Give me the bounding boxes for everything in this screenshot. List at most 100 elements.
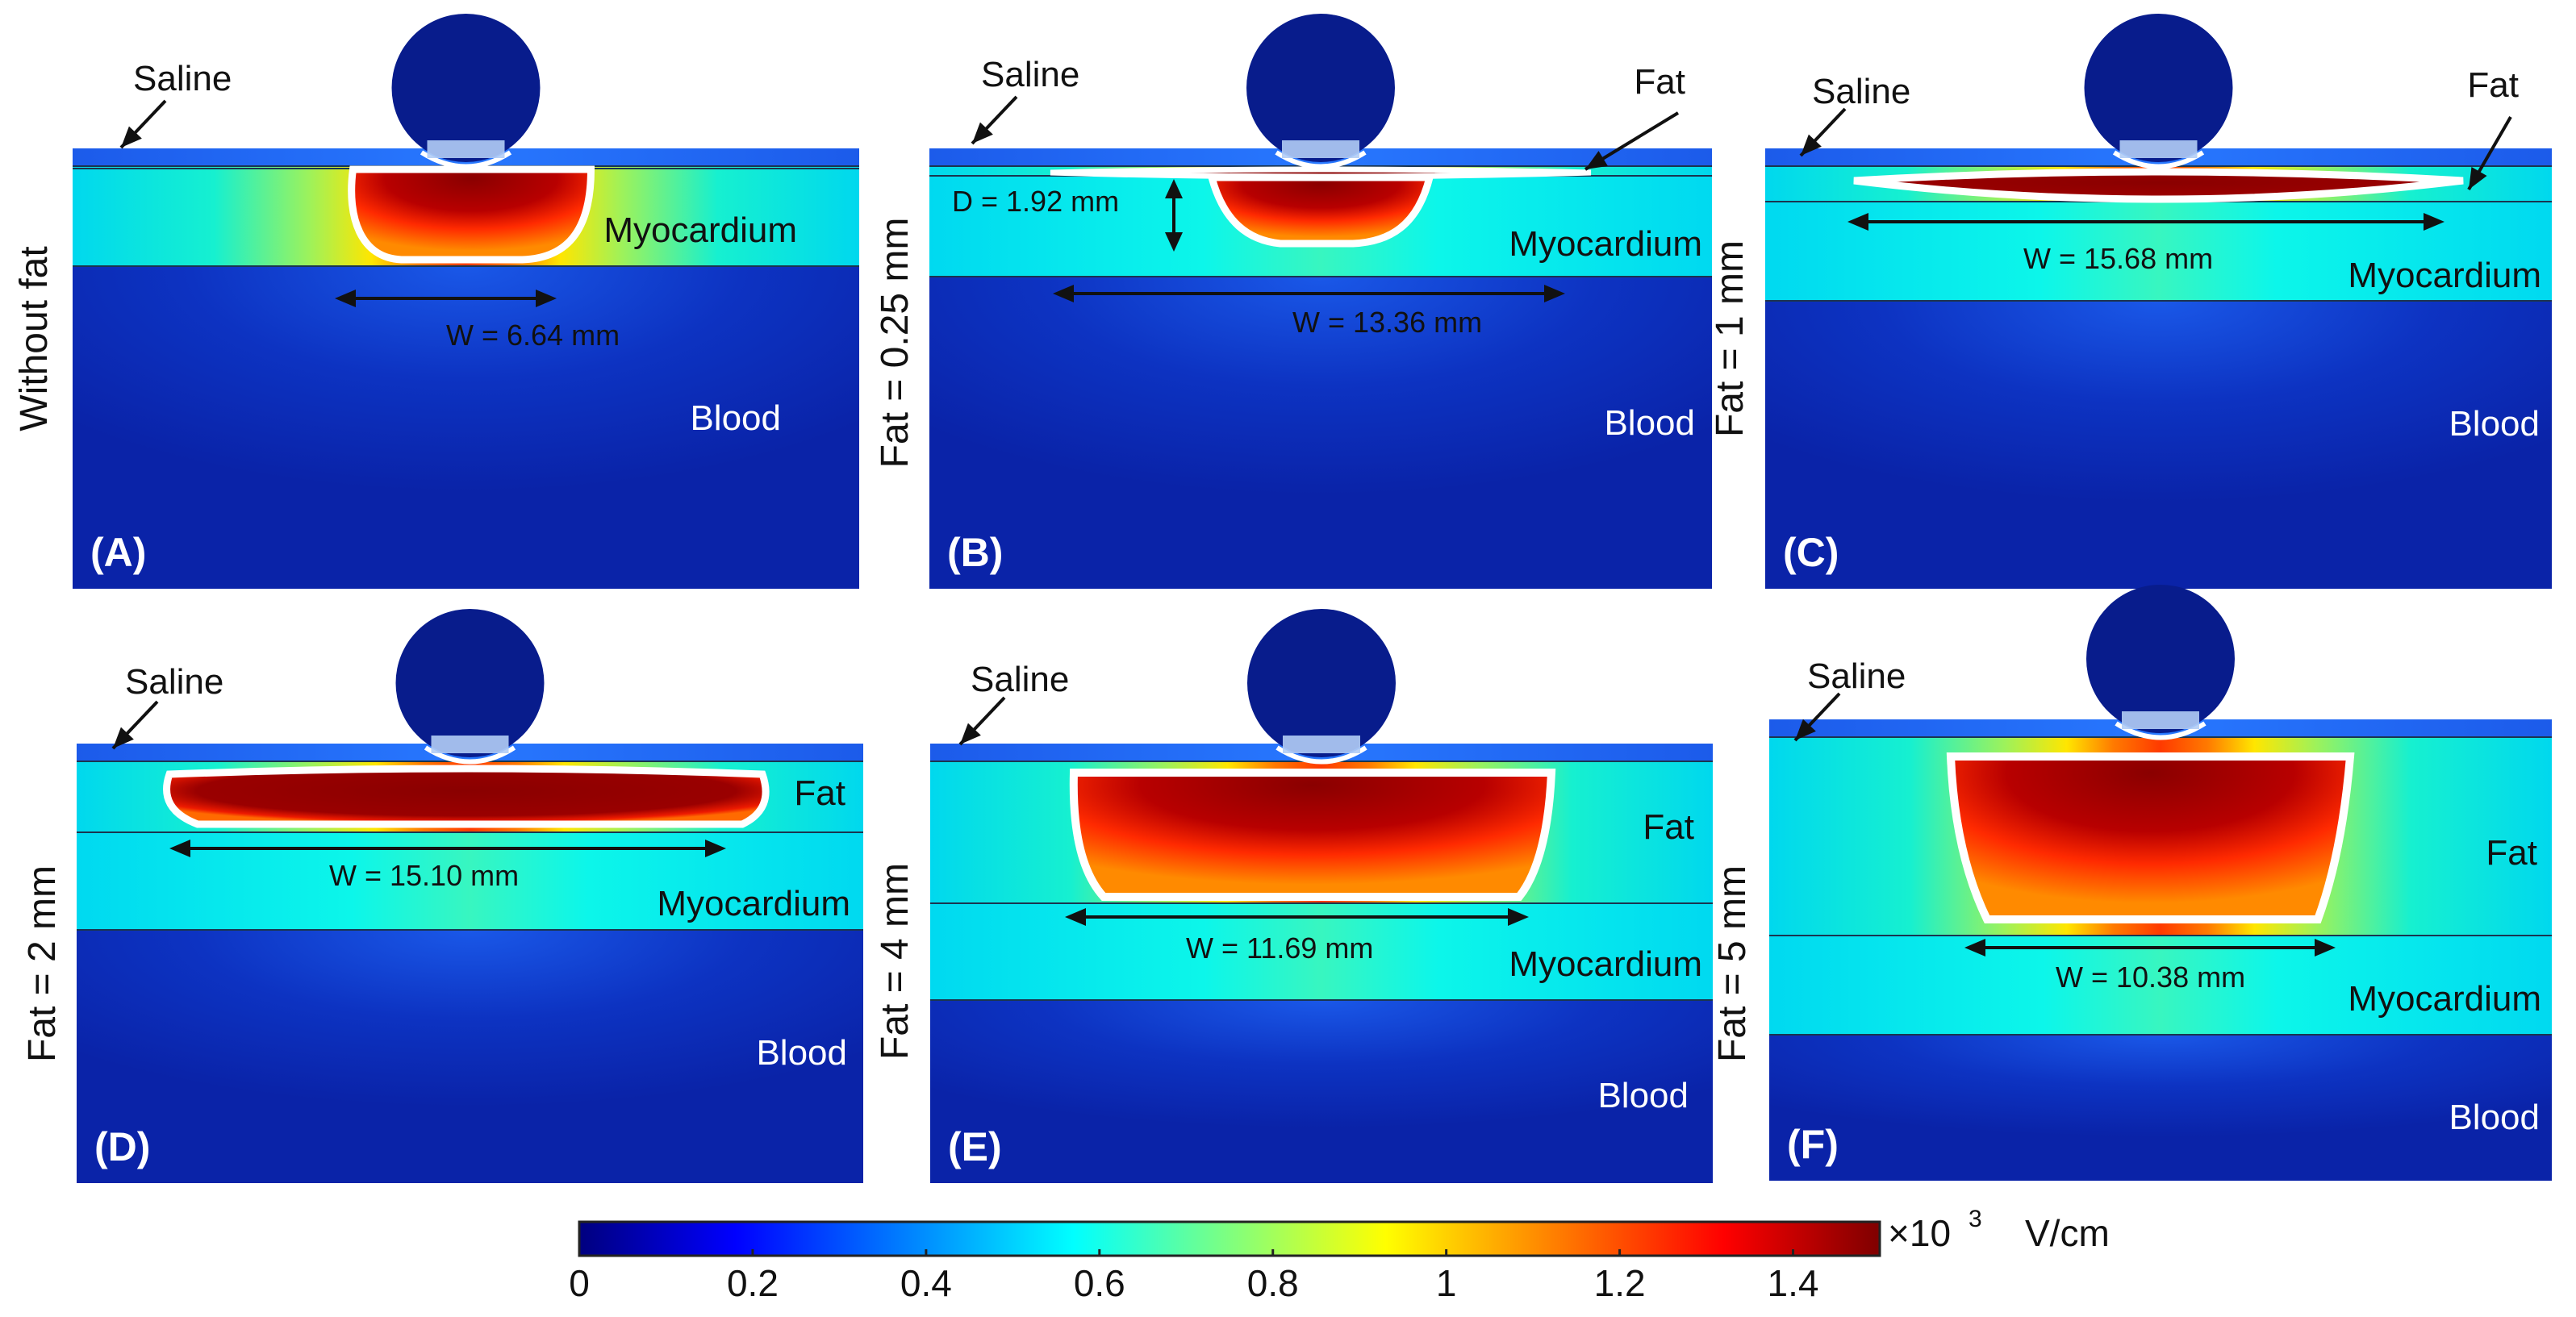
electrode-contact-region [427, 140, 505, 158]
electrode-contact-region [2119, 140, 2198, 158]
fat-arrow-head [1585, 151, 1608, 169]
blood-region [1765, 301, 2552, 589]
width-arrow-head-left [1964, 939, 1985, 956]
lesion-outline [348, 165, 595, 264]
saline-label: Saline [125, 662, 223, 702]
blood-label: Blood [1604, 403, 1695, 443]
blood-label: Blood [1597, 1076, 1689, 1115]
panels: (A) Without fat Saline Myocardium Blood W = 6… [13, 14, 2552, 1183]
colorbar-exponent: 3 [1969, 1206, 1982, 1232]
fat-label: Fat [1643, 807, 1694, 847]
colorbar: 0 0.2 0.4 0.6 0.8 1 1.2 1.4 ×10 3 V/cm [569, 1206, 2110, 1304]
blood-label: Blood [2449, 1098, 2540, 1137]
panel-tag: (E) [948, 1124, 1002, 1169]
saline-arrow-head [1801, 134, 1822, 156]
width-label: W = 6.64 mm [446, 319, 620, 352]
panel-d: (D) Fat = 2 mm Saline Fat Myocardium Blood W =… [21, 609, 863, 1183]
colorbar-tick-label: 0.2 [727, 1262, 779, 1304]
colorbar-gradient [578, 1220, 1881, 1257]
fat-label: Fat [2486, 833, 2537, 873]
lesion-outline [1946, 752, 2355, 923]
width-arrow-head-right [2424, 213, 2444, 231]
colorbar-tick-label: 1.2 [1594, 1262, 1646, 1304]
depth-arrow-head-bottom [1165, 232, 1183, 252]
lesion-outline [1853, 168, 2464, 203]
electrode-contact-region [1282, 140, 1359, 158]
side-label: Fat = 1 mm [1709, 240, 1751, 437]
width-arrow-head-left [169, 840, 190, 857]
width-label: W = 15.68 mm [2023, 242, 2213, 275]
colorbar-tick-label: 0 [569, 1262, 590, 1304]
panel-tag: (B) [947, 530, 1003, 575]
myocardium-label: Myocardium [603, 210, 797, 250]
fat-label: Fat [794, 773, 845, 813]
side-label: Fat = 4 mm [874, 863, 916, 1060]
electrode-contact-region [2122, 711, 2199, 729]
panel-tag: (F) [1787, 1122, 1839, 1167]
saline-label: Saline [1812, 72, 1910, 111]
width-label: W = 11.69 mm [1186, 931, 1373, 965]
side-label: Without fat [13, 246, 56, 431]
myocardium-layer [930, 903, 1713, 1000]
width-label: W = 10.38 mm [2056, 961, 2245, 994]
myocardium-label: Myocardium [1509, 224, 1702, 264]
saline-label: Saline [971, 660, 1069, 699]
colorbar-tick-label: 0.6 [1074, 1262, 1125, 1304]
saline-label: Saline [1807, 656, 1906, 696]
blood-region [929, 277, 1712, 589]
width-arrow-head-right [2315, 939, 2336, 956]
panel-a: (A) Without fat Saline Myocardium Blood W = 6… [13, 14, 859, 589]
colorbar-tick-label: 1.4 [1768, 1262, 1819, 1304]
electrode-tip [395, 609, 545, 757]
colorbar-tick-label: 0.8 [1247, 1262, 1299, 1304]
fat-label: Fat [2467, 65, 2519, 105]
blood-label: Blood [690, 398, 781, 438]
electrode-tip [2084, 14, 2233, 162]
blood-label: Blood [2449, 404, 2540, 444]
panel-tag: (C) [1783, 530, 1839, 575]
colorbar-tick-label: 1 [1436, 1262, 1457, 1304]
side-label: Fat = 2 mm [21, 865, 64, 1062]
myocardium-label: Myocardium [1509, 944, 1702, 984]
colorbar-multiplier: ×10 [1888, 1212, 1951, 1254]
electrode-tip [1246, 14, 1395, 162]
panel-tag: (D) [94, 1124, 150, 1169]
saline-arrow-head [960, 723, 981, 744]
width-arrow-head-left [1065, 908, 1086, 926]
electrode-tip [1247, 609, 1396, 757]
width-arrow-head-right [1544, 285, 1565, 302]
lesion-outline [1069, 769, 1556, 901]
blood-region [73, 266, 859, 589]
panel-tag: (A) [90, 530, 146, 575]
myocardium-label: Myocardium [657, 884, 850, 923]
myocardium-layer [1769, 936, 2552, 1035]
width-arrow-head-right [1508, 908, 1529, 926]
electrode-tip [2086, 585, 2235, 733]
saline-arrow-head [1795, 719, 1816, 740]
panel-e: (E) Fat = 4 mm Saline Fat Myocardium Blood W =… [874, 609, 1713, 1183]
colorbar-unit: V/cm [2025, 1212, 2110, 1254]
saline-label: Saline [981, 55, 1079, 94]
side-label: Fat = 5 mm [1711, 865, 1754, 1062]
saline-label: Saline [133, 59, 232, 98]
myocardium-layer [1765, 202, 2552, 301]
fat-arrow-head [2469, 166, 2487, 190]
electrode-tip [391, 14, 541, 162]
blood-region [930, 1000, 1713, 1183]
fat-label: Fat [1634, 62, 1685, 102]
width-arrow-head-right [705, 840, 726, 857]
panel-b: (B) Fat = 0.25 mm Saline Fat Myocardium Blood… [874, 14, 1712, 589]
width-arrow-head-left [1053, 285, 1074, 302]
depth-arrow-head-top [1165, 179, 1183, 198]
panel-c: (C) Fat = 1 mm Saline Fat Myocardium Blood W =… [1709, 14, 2552, 589]
saline-arrow-head [113, 727, 134, 748]
electrode-contact-region [1283, 736, 1360, 753]
colorbar-tick-label: 0.4 [900, 1262, 952, 1304]
depth-label: D = 1.92 mm [952, 185, 1119, 218]
saline-arrow-head [121, 126, 142, 148]
lesion-outline [1207, 173, 1434, 248]
side-label: Fat = 0.25 mm [874, 218, 916, 469]
myocardium-label: Myocardium [2348, 256, 2541, 295]
blood-label: Blood [756, 1033, 847, 1073]
